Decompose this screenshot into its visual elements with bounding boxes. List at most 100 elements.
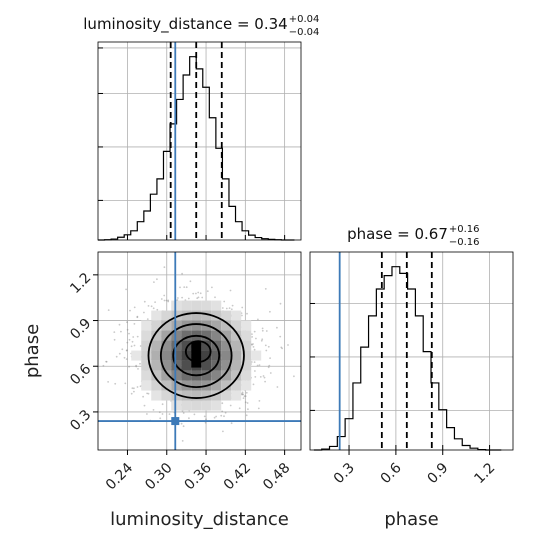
density-cell (201, 370, 212, 381)
density-cell (141, 380, 152, 391)
density-cell (141, 330, 152, 341)
density-cell (251, 350, 262, 361)
scatter-point (243, 395, 246, 398)
density-cell (221, 320, 232, 331)
scatter-point (115, 355, 118, 358)
scatter-point (125, 288, 127, 291)
scatter-point (244, 395, 247, 397)
scatter-point (245, 414, 248, 417)
scatter-point (260, 339, 263, 342)
scatter-point (228, 307, 231, 309)
density-cell (221, 310, 232, 321)
scatter-point (231, 304, 234, 307)
density-cell (201, 310, 212, 321)
scatter-point (136, 335, 139, 338)
scatter-point (206, 290, 209, 293)
scatter-xtick-label-3: 0.42 (221, 460, 254, 493)
density-cell (171, 310, 182, 321)
scatter-point (225, 307, 228, 310)
scatter-point (133, 323, 136, 325)
density-cell (211, 380, 222, 391)
density-cell (241, 350, 252, 361)
scatter-point (167, 299, 170, 302)
scatter-point (150, 305, 153, 308)
density-cell (201, 400, 212, 411)
scatter-point (153, 281, 155, 283)
scatter-point (242, 397, 245, 399)
scatter-point (133, 344, 136, 347)
scatter-point (279, 335, 282, 338)
scatter-point (147, 305, 150, 307)
luminosity-distance-hist-frame (97, 41, 302, 241)
scatter-point (281, 347, 283, 350)
scatter-point (251, 336, 254, 338)
scatter-point (120, 330, 122, 333)
scatter-point (176, 299, 179, 301)
density-cell (161, 360, 172, 371)
scatter-point (199, 292, 202, 295)
density-cell (221, 360, 232, 371)
scatter-point (263, 376, 266, 379)
contour-3 (147, 312, 245, 399)
scatter-point (107, 381, 109, 383)
scatter-xtick-label-0: 0.24 (103, 460, 136, 493)
scatter-point (136, 316, 139, 319)
scatter-point (187, 297, 190, 300)
x-axis-label-luminosity-distance: luminosity_distance (110, 509, 289, 530)
density-cell (221, 340, 232, 351)
scatter-point (105, 360, 107, 363)
scatter-point (224, 411, 227, 414)
density-cell (241, 340, 252, 351)
density-cell (231, 330, 242, 341)
density-cell (231, 340, 242, 351)
density-cell (161, 350, 172, 361)
scatter-point (143, 311, 145, 314)
scatter-point (163, 294, 166, 297)
scatter-point (177, 297, 179, 299)
scatter-point (261, 338, 264, 341)
scatter-point (276, 326, 278, 329)
scatter-point (261, 327, 264, 330)
scatter-xtick-label-1: 0.30 (142, 460, 175, 493)
scatter-point (193, 413, 196, 416)
scatter-point (241, 306, 244, 309)
scatter-point (269, 372, 272, 374)
density-cell (151, 330, 162, 341)
density-cell (211, 350, 222, 361)
scatter-point (192, 292, 195, 295)
scatter-point (131, 340, 134, 343)
luminosity-distance-hist-title-minus: −0.04 (289, 27, 320, 38)
phase-hist-title: phase = 0.67 +0.16 −0.16 (347, 224, 479, 248)
density-cell (241, 360, 252, 371)
scatter-point (251, 333, 253, 335)
scatter-point (267, 366, 270, 369)
scatter-point (222, 430, 224, 433)
scatter-point (287, 344, 289, 346)
scatter-point (184, 299, 187, 301)
scatter-point (252, 346, 255, 348)
density-peak (191, 341, 202, 368)
scatter-point (264, 380, 266, 383)
scatter-point (154, 301, 157, 303)
density-cell (221, 390, 232, 401)
scatter-point (238, 407, 241, 410)
density-cell (181, 330, 192, 341)
scatter-point (161, 403, 164, 406)
scatter-point (264, 344, 267, 347)
scatter-point (241, 393, 244, 396)
scatter-point (152, 409, 155, 411)
scatter-point (213, 416, 216, 419)
scatter-point (196, 297, 199, 300)
density-cell (151, 350, 162, 361)
scatter-point (252, 383, 255, 386)
scatter-ytick-label-3: 1.2 (67, 270, 94, 297)
density-cell (161, 380, 172, 391)
scatter-point (211, 286, 213, 289)
scatter-point (128, 365, 131, 368)
density-cell (211, 330, 222, 341)
density-cell (171, 380, 182, 391)
density-cell (231, 390, 242, 401)
scatter-point (246, 402, 249, 404)
scatter-point (201, 296, 204, 299)
density-cell (181, 340, 192, 351)
